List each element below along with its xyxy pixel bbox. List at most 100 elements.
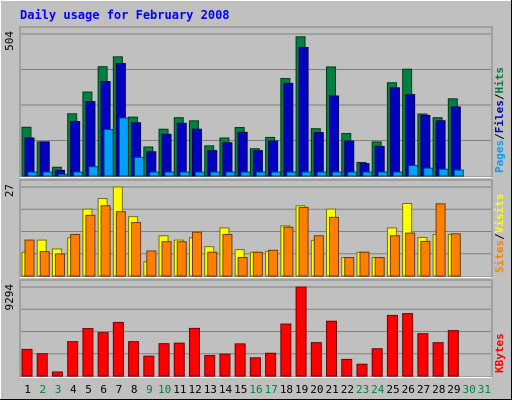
bar-sites-day-27 <box>420 240 431 277</box>
bar-files-day-29 <box>450 106 461 177</box>
bar-files-day-4 <box>70 121 81 177</box>
x-tick-label-12: 12 <box>188 383 201 396</box>
bar-kbytes-day-12 <box>188 327 200 377</box>
panel-legend: Sites/Visits <box>493 194 506 274</box>
chart-title: Daily usage for February 2008 <box>20 8 230 22</box>
bar-sites-day-22 <box>344 257 355 277</box>
bar-sites-day-21 <box>329 216 340 277</box>
x-tick-label-23: 23 <box>356 383 369 396</box>
bar-kbytes-day-26 <box>402 313 414 377</box>
x-tick-label-15: 15 <box>234 383 247 396</box>
x-tick-label-6: 6 <box>100 383 107 396</box>
bar-sites-day-2 <box>39 251 50 277</box>
legend-separator: / <box>493 133 506 140</box>
panel-legend: KBytes <box>493 333 506 373</box>
bar-files-day-11 <box>176 122 187 177</box>
bar-pages-day-5 <box>88 166 99 177</box>
bar-files-day-27 <box>420 114 431 177</box>
x-tick-label-25: 25 <box>386 383 399 396</box>
legend-text: Pages/Files/Hits <box>493 67 506 173</box>
bar-pages-day-27 <box>423 167 434 177</box>
bar-pages-day-16 <box>255 171 266 177</box>
bar-sites-day-7 <box>115 211 126 277</box>
bar-sites-day-19 <box>298 206 309 277</box>
bar-files-day-22 <box>344 140 355 177</box>
bar-sites-day-17 <box>268 249 279 277</box>
x-tick-label-26: 26 <box>402 383 415 396</box>
bar-pages-day-8 <box>134 156 145 177</box>
legend-entry-sites: Sites <box>493 240 506 273</box>
legend-entry-visits: Visits <box>493 194 506 234</box>
bar-sites-day-25 <box>389 235 400 277</box>
bar-kbytes-day-24 <box>371 348 383 377</box>
bar-sites-day-20 <box>313 235 324 277</box>
bar-sites-day-8 <box>131 222 142 277</box>
panel-legend: Pages/Files/Hits <box>493 67 506 173</box>
bar-files-day-28 <box>435 120 446 177</box>
bar-kbytes-day-19 <box>295 286 307 377</box>
bar-sites-day-3 <box>54 253 65 277</box>
bar-kbytes-day-15 <box>234 343 246 377</box>
bar-pages-day-21 <box>332 171 343 177</box>
bar-pages-day-18 <box>286 171 297 177</box>
bar-files-day-15 <box>237 131 248 177</box>
x-tick-label-21: 21 <box>326 383 339 396</box>
bar-sites-day-15 <box>237 257 248 277</box>
bar-pages-day-26 <box>408 165 419 177</box>
bar-kbytes-day-22 <box>341 358 353 377</box>
bar-sites-day-14 <box>222 233 233 277</box>
bar-pages-day-17 <box>271 171 282 177</box>
bar-pages-day-9 <box>149 171 160 177</box>
bar-files-day-21 <box>329 95 340 177</box>
bar-pages-day-12 <box>194 171 205 177</box>
bar-sites-day-13 <box>207 251 218 277</box>
x-tick-label-10: 10 <box>158 383 171 396</box>
bar-files-day-14 <box>222 142 233 177</box>
x-tick-label-30: 30 <box>463 383 476 396</box>
bars-middle <box>21 186 461 277</box>
bar-pages-day-28 <box>438 168 449 177</box>
legend-entry-kbytes: KBytes <box>493 333 506 373</box>
bar-kbytes-day-11 <box>173 342 185 377</box>
bar-kbytes-day-21 <box>326 320 338 377</box>
bar-sites-day-12 <box>191 231 202 277</box>
x-tick-label-16: 16 <box>249 383 262 396</box>
bar-kbytes-day-23 <box>356 363 368 377</box>
x-tick-label-31: 31 <box>478 383 491 396</box>
bar-pages-day-6 <box>103 129 114 177</box>
x-tick-label-8: 8 <box>131 383 138 396</box>
bar-sites-day-9 <box>146 250 157 277</box>
bar-kbytes-day-20 <box>310 342 322 377</box>
bar-pages-day-19 <box>301 171 312 177</box>
bar-pages-day-1 <box>27 171 38 177</box>
bar-pages-day-29 <box>453 169 464 177</box>
bar-pages-day-24 <box>377 171 388 177</box>
bar-kbytes-day-16 <box>249 357 261 377</box>
bar-kbytes-day-9 <box>143 355 155 377</box>
legend-entry-pages: Pages <box>493 140 506 173</box>
bar-pages-day-15 <box>240 171 251 177</box>
bar-kbytes-day-29 <box>447 330 459 377</box>
bar-pages-day-11 <box>179 171 190 177</box>
bar-sites-day-6 <box>100 205 111 277</box>
bar-files-day-20 <box>313 132 324 177</box>
bar-pages-day-25 <box>392 171 403 177</box>
panel-middle: 27 Sites/Visits <box>3 179 506 278</box>
x-tick-label-18: 18 <box>280 383 293 396</box>
bar-files-day-17 <box>268 140 279 177</box>
bar-files-day-18 <box>283 82 294 177</box>
x-tick-label-28: 28 <box>432 383 445 396</box>
bar-pages-day-4 <box>73 171 84 177</box>
bar-sites-day-26 <box>405 232 416 277</box>
legend-separator: / <box>493 233 506 240</box>
x-tick-label-17: 17 <box>265 383 278 396</box>
bar-files-day-10 <box>161 133 172 177</box>
bar-pages-day-23 <box>362 171 373 177</box>
bar-files-day-26 <box>405 94 416 177</box>
bar-sites-day-16 <box>252 251 263 277</box>
x-tick-label-20: 20 <box>310 383 323 396</box>
bar-pages-day-20 <box>316 171 327 177</box>
bar-kbytes-day-10 <box>158 343 170 377</box>
bar-files-day-12 <box>191 128 202 177</box>
